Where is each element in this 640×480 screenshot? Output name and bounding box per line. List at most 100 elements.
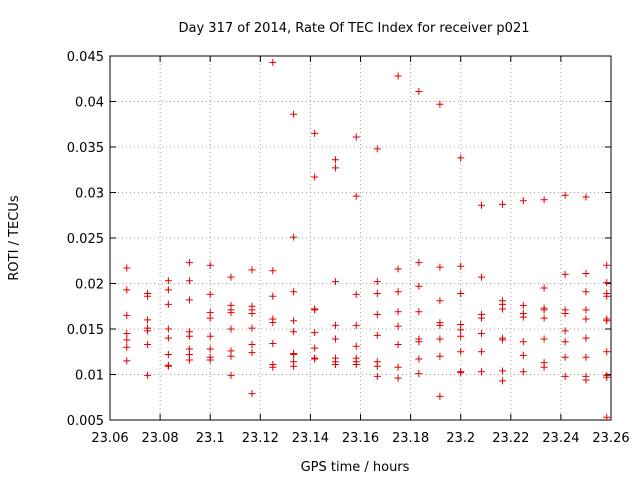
data-point	[561, 327, 569, 335]
data-point	[248, 340, 256, 348]
data-point	[352, 133, 360, 141]
data-point	[269, 58, 277, 66]
data-point	[123, 286, 131, 294]
data-point	[185, 259, 193, 267]
data-point	[290, 288, 298, 296]
data-point	[582, 306, 590, 314]
data-point	[499, 305, 507, 313]
data-point	[227, 352, 235, 360]
y-tick-label: 0.02	[75, 278, 104, 293]
data-point	[540, 196, 548, 204]
data-point	[499, 336, 507, 344]
data-point	[477, 368, 485, 376]
data-point	[331, 156, 339, 164]
y-tick-label: 0.045	[67, 50, 104, 65]
data-point	[123, 264, 131, 272]
data-point	[164, 300, 172, 308]
data-point	[185, 296, 193, 304]
data-point	[561, 310, 569, 318]
data-point	[352, 360, 360, 368]
data-point	[123, 343, 131, 351]
data-point	[561, 353, 569, 361]
data-point	[144, 316, 152, 324]
data-point	[269, 292, 277, 300]
data-point	[499, 377, 507, 385]
data-point	[352, 192, 360, 200]
data-point	[519, 301, 527, 309]
y-tick-label: 0.005	[67, 414, 104, 429]
x-tick-label: 23.18	[392, 431, 429, 446]
data-point	[394, 374, 402, 382]
data-point	[457, 326, 465, 334]
data-point	[248, 390, 256, 398]
data-point	[331, 321, 339, 329]
data-point	[582, 269, 590, 277]
data-point	[227, 371, 235, 379]
y-axis-tick-labels: 0.005 0.01 0.015 0.02 0.025 0.03 0.035 0.04 0.04…	[67, 50, 104, 429]
data-point	[331, 278, 339, 286]
data-point	[331, 335, 339, 343]
data-point	[144, 327, 152, 335]
data-point	[540, 363, 548, 371]
data-point	[457, 348, 465, 356]
data-point	[164, 286, 172, 294]
data-point	[477, 330, 485, 338]
data-point	[269, 319, 277, 327]
data-point	[185, 277, 193, 285]
data-point	[477, 201, 485, 209]
x-tick-label: 23.1	[196, 431, 225, 446]
data-point	[415, 308, 423, 316]
data-point	[477, 348, 485, 356]
x-tick-label: 23.16	[342, 431, 379, 446]
data-points	[123, 58, 611, 421]
data-point	[499, 200, 507, 208]
data-point	[603, 279, 611, 287]
data-point	[311, 355, 319, 363]
data-point	[373, 362, 381, 370]
data-point	[582, 334, 590, 342]
data-point	[477, 314, 485, 322]
data-point	[290, 328, 298, 336]
data-point	[394, 322, 402, 330]
y-tick-label: 0.015	[67, 323, 104, 338]
axis-ticks	[109, 55, 612, 421]
data-point	[311, 344, 319, 352]
data-point	[164, 334, 172, 342]
data-point	[373, 145, 381, 153]
data-point	[248, 266, 256, 274]
data-point	[123, 330, 131, 338]
data-point	[457, 262, 465, 270]
data-point	[561, 191, 569, 199]
data-point	[144, 371, 152, 379]
data-point	[290, 350, 298, 358]
x-tick-label: 23.24	[542, 431, 579, 446]
data-point	[582, 376, 590, 384]
data-point	[519, 197, 527, 205]
data-point	[185, 332, 193, 340]
data-point	[436, 392, 444, 400]
data-point	[123, 336, 131, 344]
data-point	[227, 309, 235, 317]
data-point	[436, 321, 444, 329]
data-point	[290, 317, 298, 325]
data-point	[603, 317, 611, 325]
data-point	[269, 267, 277, 275]
data-point	[415, 338, 423, 346]
data-point	[248, 324, 256, 332]
y-axis-label: ROTI / TECUs	[7, 195, 22, 280]
data-point	[477, 273, 485, 281]
data-point	[352, 342, 360, 350]
data-point	[499, 367, 507, 375]
data-point	[311, 329, 319, 337]
data-point	[561, 372, 569, 380]
x-tick-label: 23.08	[141, 431, 178, 446]
plot-frame	[109, 55, 612, 421]
data-point	[394, 265, 402, 273]
data-point	[206, 290, 214, 298]
data-point	[561, 270, 569, 278]
data-point	[415, 370, 423, 378]
data-point	[394, 288, 402, 296]
data-point	[206, 261, 214, 269]
data-point	[582, 353, 590, 361]
data-point	[540, 314, 548, 322]
